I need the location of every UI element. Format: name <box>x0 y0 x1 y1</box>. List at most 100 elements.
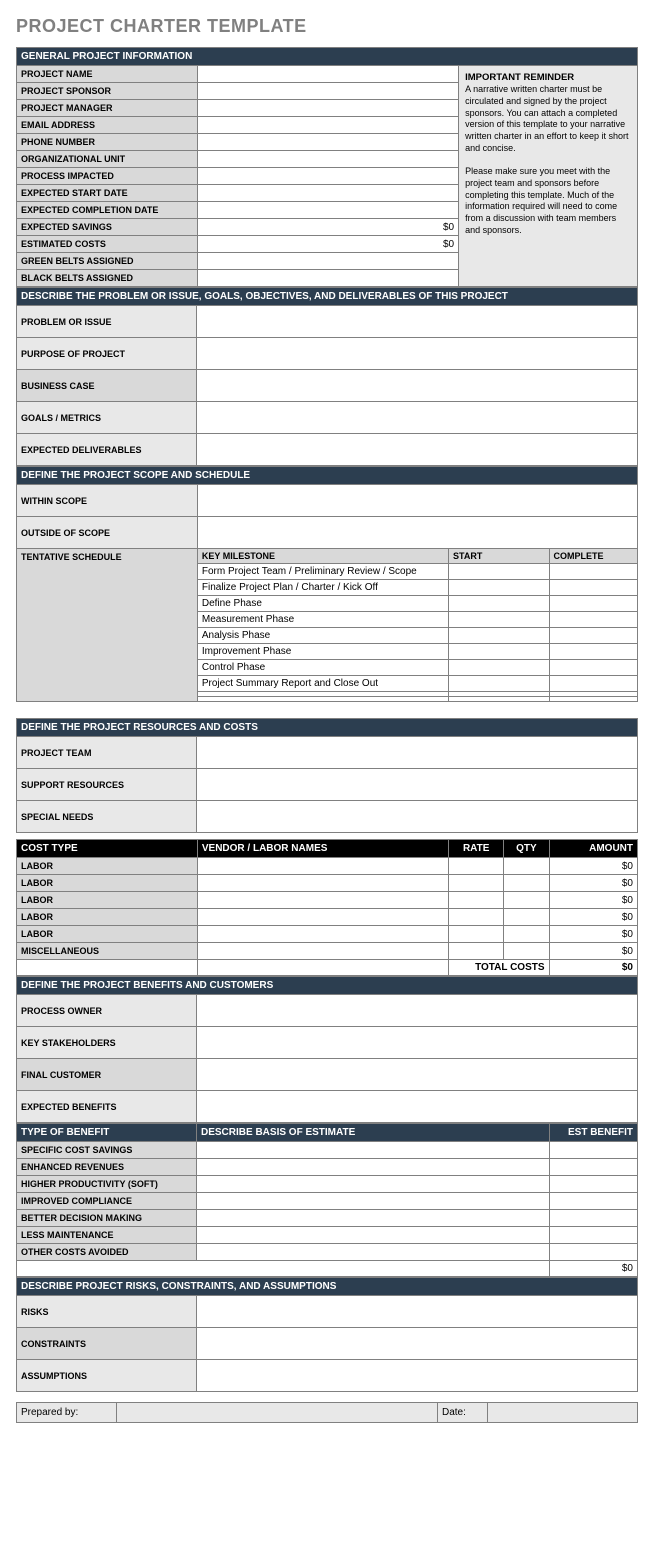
value-cell[interactable] <box>197 306 638 338</box>
value-cell[interactable] <box>197 1091 638 1123</box>
value-cell[interactable] <box>197 202 458 219</box>
value-cell[interactable] <box>550 1193 638 1210</box>
value-cell[interactable] <box>197 253 458 270</box>
label-cell: RISKS <box>17 1296 197 1328</box>
value-cell[interactable] <box>197 737 638 769</box>
value-cell[interactable] <box>197 1193 550 1210</box>
value-cell[interactable] <box>449 892 504 909</box>
value-cell[interactable] <box>197 485 637 517</box>
value-cell[interactable] <box>197 909 448 926</box>
value-cell[interactable] <box>197 801 638 833</box>
value-cell[interactable] <box>550 1176 638 1193</box>
value-cell[interactable] <box>550 1227 638 1244</box>
value-cell[interactable] <box>197 66 458 83</box>
value-cell[interactable] <box>197 370 638 402</box>
value-cell[interactable] <box>197 134 458 151</box>
value-cell[interactable] <box>197 1360 638 1392</box>
start-cell[interactable] <box>449 660 549 676</box>
complete-cell[interactable] <box>549 676 637 692</box>
milestone-cell[interactable]: Finalize Project Plan / Charter / Kick O… <box>197 580 448 596</box>
milestone-cell[interactable]: Control Phase <box>197 660 448 676</box>
value-cell[interactable] <box>197 402 638 434</box>
value-cell[interactable] <box>197 892 448 909</box>
value-cell[interactable] <box>197 943 448 960</box>
value-cell[interactable] <box>197 338 638 370</box>
milestone-cell[interactable] <box>197 697 448 702</box>
complete-cell[interactable] <box>549 628 637 644</box>
complete-cell[interactable] <box>549 580 637 596</box>
col-header: TYPE OF BENEFIT <box>17 1124 197 1142</box>
value-cell[interactable] <box>197 1176 550 1193</box>
value-cell[interactable] <box>504 858 549 875</box>
reminder-box: IMPORTANT REMINDER A narrative written c… <box>459 66 638 287</box>
value-cell[interactable] <box>504 875 549 892</box>
complete-cell[interactable] <box>549 644 637 660</box>
value-cell[interactable] <box>449 858 504 875</box>
col-header: COMPLETE <box>549 549 637 564</box>
value-cell[interactable] <box>197 926 448 943</box>
milestone-cell[interactable]: Improvement Phase <box>197 644 448 660</box>
milestone-cell[interactable]: Analysis Phase <box>197 628 448 644</box>
start-cell[interactable] <box>449 564 549 580</box>
milestone-cell[interactable]: Define Phase <box>197 596 448 612</box>
date-value[interactable] <box>488 1403 638 1423</box>
start-cell[interactable] <box>449 580 549 596</box>
value-cell[interactable] <box>197 168 458 185</box>
value-cell[interactable] <box>550 1210 638 1227</box>
complete-cell[interactable] <box>549 660 637 676</box>
value-cell[interactable] <box>197 434 638 466</box>
value-cell[interactable] <box>197 83 458 100</box>
value-cell[interactable] <box>197 858 448 875</box>
start-cell[interactable] <box>449 596 549 612</box>
value-cell[interactable] <box>550 1142 638 1159</box>
value-cell[interactable] <box>197 1159 550 1176</box>
value-cell[interactable] <box>197 517 637 549</box>
value-cell[interactable] <box>197 1296 638 1328</box>
start-cell[interactable] <box>449 628 549 644</box>
start-cell[interactable] <box>449 644 549 660</box>
value-cell[interactable] <box>449 926 504 943</box>
value-cell[interactable] <box>197 270 458 287</box>
value-cell[interactable] <box>197 1142 550 1159</box>
col-header: COST TYPE <box>17 840 198 858</box>
value-cell[interactable] <box>197 1328 638 1360</box>
value-cell[interactable] <box>197 1059 638 1091</box>
complete-cell[interactable] <box>549 612 637 628</box>
milestone-cell[interactable]: Measurement Phase <box>197 612 448 628</box>
value-cell[interactable] <box>504 909 549 926</box>
complete-cell[interactable] <box>549 564 637 580</box>
value-cell[interactable] <box>550 1159 638 1176</box>
complete-cell[interactable] <box>549 596 637 612</box>
value-cell[interactable] <box>197 995 638 1027</box>
value-cell[interactable] <box>449 909 504 926</box>
milestone-cell[interactable]: Form Project Team / Preliminary Review /… <box>197 564 448 580</box>
value-cell[interactable] <box>197 185 458 202</box>
amount-cell: $0 <box>549 892 637 909</box>
value-cell[interactable] <box>197 100 458 117</box>
complete-cell[interactable] <box>549 697 637 702</box>
value-cell[interactable] <box>197 769 638 801</box>
value-cell[interactable] <box>197 875 448 892</box>
value-cell[interactable] <box>449 875 504 892</box>
label-cell: ORGANIZATIONAL UNIT <box>17 151 198 168</box>
value-cell[interactable] <box>550 1244 638 1261</box>
value-cell[interactable] <box>197 1244 550 1261</box>
value-cell[interactable] <box>504 892 549 909</box>
value-cell[interactable]: $0 <box>197 236 458 253</box>
label-cell: EXPECTED DELIVERABLES <box>17 434 197 466</box>
value-cell[interactable] <box>197 1210 550 1227</box>
value-cell[interactable] <box>197 117 458 134</box>
prepared-by-value[interactable] <box>117 1403 438 1423</box>
value-cell[interactable] <box>504 926 549 943</box>
value-cell[interactable]: $0 <box>197 219 458 236</box>
milestone-cell[interactable]: Project Summary Report and Close Out <box>197 676 448 692</box>
start-cell[interactable] <box>449 612 549 628</box>
start-cell[interactable] <box>449 697 549 702</box>
value-cell[interactable] <box>197 1027 638 1059</box>
value-cell[interactable] <box>449 943 504 960</box>
start-cell[interactable] <box>449 676 549 692</box>
value-cell[interactable] <box>197 151 458 168</box>
empty-cell <box>17 960 198 976</box>
value-cell[interactable] <box>197 1227 550 1244</box>
value-cell[interactable] <box>504 943 549 960</box>
